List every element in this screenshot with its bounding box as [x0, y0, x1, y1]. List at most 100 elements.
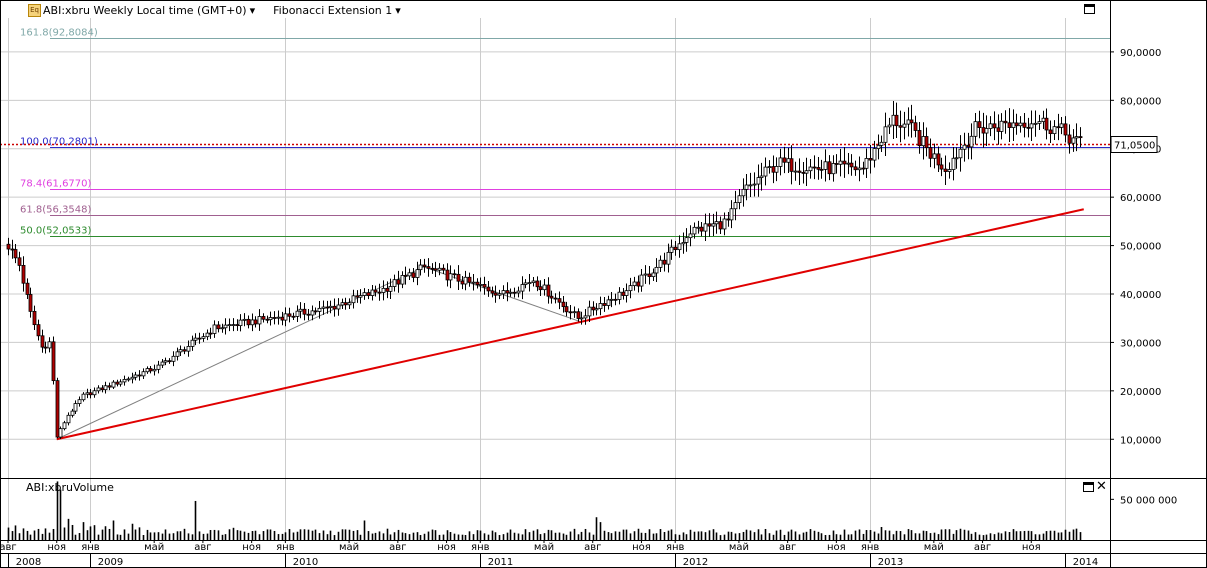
- candle-body: [598, 303, 603, 310]
- fib-level-label: 100.0(70,2801): [20, 137, 98, 148]
- candle-body: [816, 167, 821, 170]
- candle-body: [257, 316, 262, 325]
- candle-body: [358, 295, 363, 298]
- candle-body: [958, 148, 963, 159]
- candle-body: [520, 284, 525, 292]
- candle-body: [137, 374, 142, 377]
- candle-body: [445, 269, 450, 281]
- candles: [6, 100, 1083, 439]
- candle-body: [606, 299, 611, 306]
- trend-line[interactable]: [56, 208, 1084, 441]
- candle-body: [122, 378, 127, 383]
- candle-body: [437, 267, 442, 271]
- candle-body: [340, 302, 345, 306]
- candle-body: [707, 223, 712, 227]
- candle-body: [130, 376, 135, 380]
- candle-body: [396, 279, 401, 285]
- x-tick-label: ноя: [632, 542, 651, 553]
- candle-body: [115, 381, 120, 385]
- volume-tick-label: 50 000 000: [1120, 495, 1177, 506]
- candle-body: [351, 295, 356, 304]
- candle-body: [422, 264, 427, 268]
- candle-body: [774, 166, 779, 173]
- candle-body: [741, 188, 746, 197]
- candle-body: [385, 287, 390, 292]
- candle-body: [343, 302, 348, 306]
- candle-body: [475, 281, 480, 285]
- candle-body: [857, 167, 862, 171]
- candle-body: [182, 349, 187, 352]
- candle-body: [808, 166, 813, 172]
- price-axis: 10,0000 20,0000 30,0000 40,0000 50,0000 60,00…: [1110, 48, 1177, 506]
- year-label: 2014: [1073, 557, 1098, 568]
- chart-header: ABI:xbru Weekly Local time (GMT+0) ▾ Fib…: [43, 2, 404, 18]
- candle-body: [722, 218, 727, 230]
- candle-body: [838, 160, 843, 165]
- candle-body: [928, 147, 933, 159]
- candle-body: [681, 242, 686, 245]
- candle-body: [812, 166, 817, 169]
- candle-body: [846, 162, 851, 165]
- candle-body: [973, 121, 978, 137]
- candle-body: [1074, 136, 1079, 139]
- x-tick-label: авг: [779, 542, 796, 553]
- indicator-label[interactable]: Fibonacci Extension 1: [273, 3, 393, 17]
- candle-body: [1029, 123, 1034, 129]
- fib-level-label: 78.4(61,6770): [20, 179, 92, 190]
- candle-body: [441, 267, 446, 271]
- candle-body: [1026, 126, 1031, 129]
- indicator-dropdown-icon[interactable]: ▾: [395, 3, 401, 17]
- candle-body: [418, 264, 423, 271]
- close-volume-icon[interactable]: ✕: [1096, 479, 1107, 494]
- candle-body: [85, 392, 90, 395]
- candle-body: [924, 136, 929, 149]
- candle-body: [864, 158, 869, 169]
- candle-body: [767, 166, 772, 168]
- volume-panel-title: ABI:xbruVolume: [26, 481, 114, 494]
- y-tick-label: 80,0000: [1120, 96, 1161, 107]
- candle-body: [782, 157, 787, 163]
- x-tick-label: ноя: [1022, 542, 1041, 553]
- candle-body: [984, 128, 989, 134]
- last-price-tag: 71,0500: [1110, 136, 1158, 153]
- x-tick-label: авг: [974, 542, 991, 553]
- x-tick-label: авг: [584, 542, 601, 553]
- candle-body: [216, 324, 221, 330]
- candle-body: [1059, 123, 1064, 128]
- candle-body: [58, 428, 63, 438]
- symbol-dropdown-icon[interactable]: ▾: [249, 3, 256, 17]
- candle-body: [748, 184, 753, 187]
- x-tick-label: ноя: [437, 542, 456, 553]
- candle-body: [752, 183, 757, 186]
- equity-icon[interactable]: Eq: [28, 4, 41, 17]
- candle-body: [966, 144, 971, 148]
- candle-body: [651, 272, 656, 278]
- candle-body: [1011, 122, 1016, 128]
- candle-body: [647, 273, 652, 278]
- symbol-label[interactable]: ABI:xbru Weekly Local time (GMT+0): [43, 3, 247, 17]
- trend-line-segment: [56, 208, 1084, 441]
- maximize-chart-icon[interactable]: [1084, 4, 1095, 14]
- candle-body: [295, 310, 300, 317]
- candle-body: [471, 281, 476, 284]
- candle-body: [1044, 117, 1049, 131]
- maximize-volume-icon[interactable]: [1083, 482, 1094, 492]
- candle-body: [591, 306, 596, 311]
- candle-body: [602, 303, 607, 306]
- candle-body: [107, 385, 112, 388]
- candle-body: [283, 313, 288, 321]
- candle-body: [834, 163, 839, 165]
- candle-body: [891, 114, 896, 126]
- candle-body: [486, 286, 491, 292]
- candle-body: [152, 368, 157, 372]
- candle-body: [448, 273, 453, 281]
- y-tick-label: 50,0000: [1120, 242, 1161, 253]
- candle-body: [632, 281, 637, 287]
- candle-body: [321, 306, 326, 309]
- candle-body: [291, 315, 296, 318]
- candle-body: [981, 127, 986, 134]
- candle-body: [100, 387, 105, 391]
- candle-body: [962, 144, 967, 150]
- candle-body: [21, 265, 26, 284]
- candle-body: [531, 280, 536, 284]
